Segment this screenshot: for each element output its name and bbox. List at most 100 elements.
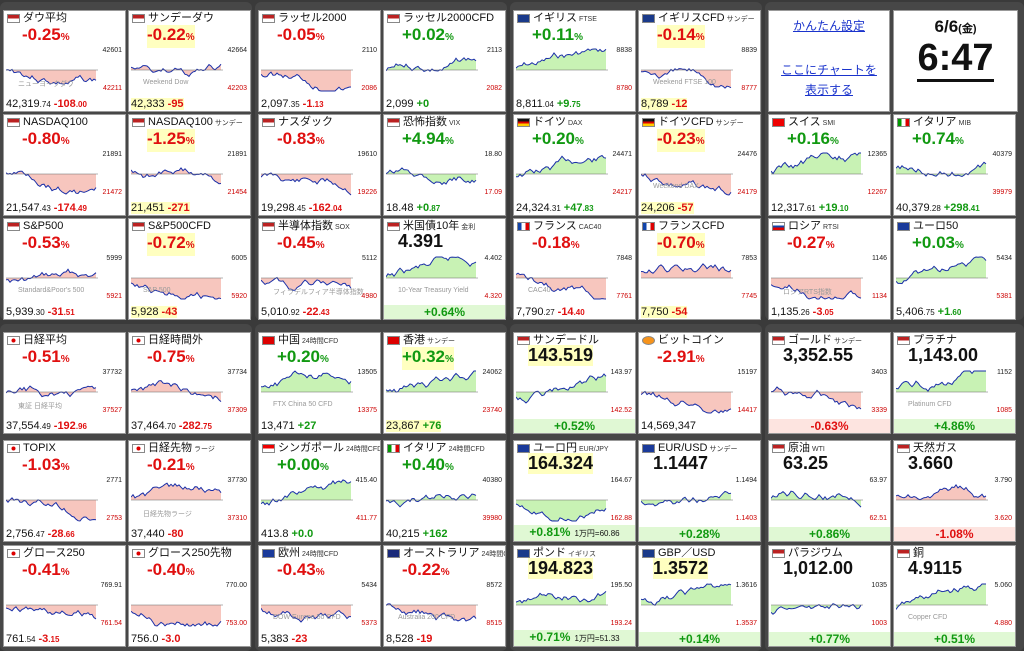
- price-diff-value: -162: [308, 202, 331, 214]
- market-card[interactable]: 欧州 24時間CFD DOW Europe 50 CFD 5434 5373 -0.43%…: [258, 545, 381, 647]
- price-row: 42,319.74 -108.00: [6, 98, 87, 110]
- market-card[interactable]: イギリスCFD サンデー Weekend FTSE 100 8839 8777 -0.14…: [638, 10, 761, 112]
- market-card[interactable]: オーストラリア24時間CFD Australia 200 CFD 8572 8515 -…: [383, 545, 506, 647]
- price-diff: -3.0: [162, 633, 181, 645]
- market-card[interactable]: ユーロ円 EUR/JPY 164.67 162.88 164.324 +0.81% 1万円=…: [513, 440, 636, 542]
- price-diff: +0.87: [417, 202, 441, 214]
- change-value: -0.80: [22, 129, 61, 148]
- market-card[interactable]: NASDAQ100 サンデー 21891 21454 -1.25% 21,451 -271: [128, 114, 251, 216]
- market-card[interactable]: ナスダック 19610 19226 -0.83% 19,298.45 -162.04: [258, 114, 381, 216]
- market-card[interactable]: ゴールド サンデー 3403 3339 3,352.55 -0.63%: [768, 332, 891, 434]
- card-title: 日経先物 ラージ: [148, 441, 215, 457]
- low-label: 39980: [482, 515, 502, 522]
- chart-line: [896, 583, 986, 610]
- change-value: +0.11: [532, 25, 575, 44]
- market-card[interactable]: フランスCFD 7853 7745 -0.70% 7,750 -54: [638, 218, 761, 320]
- market-card[interactable]: プラチナ Platinum CFD 1152 1085 1,143.00 +4.86%: [893, 332, 1016, 434]
- market-card[interactable]: フランス CAC40 CAC40 7848 7761 -0.18% 7,790.27 -14.…: [513, 218, 636, 320]
- market-card[interactable]: グロース250先物 770.00 753.00 -0.40% 756.0 -3.0: [128, 545, 251, 647]
- market-card[interactable]: スイス SMI 12365 12267 +0.16% 12,317.61 +19.10: [768, 114, 891, 216]
- chart-watermark: DOW Europe 50 CFD: [273, 614, 341, 621]
- market-card[interactable]: 天然ガス 3.790 3.620 3.660 -1.08%: [893, 440, 1016, 542]
- card-subtitle: SMI: [822, 120, 836, 127]
- market-card[interactable]: 半導体指数 SOX フィラデルフィア半導体指数 5112 4980 -0.45% 5,010…: [258, 218, 381, 320]
- market-card[interactable]: サンデードル 143.97 142.52 143.519 +0.52%: [513, 332, 636, 434]
- market-card[interactable]: 日経平均 東証 日経平均 37732 37527 -0.51% 37,554.49 -192…: [3, 332, 126, 434]
- market-card[interactable]: NASDAQ100 21891 21472 -0.80% 21,547.43 -174.4…: [3, 114, 126, 216]
- card-title: 欧州 24時間CFD: [278, 546, 338, 562]
- percent-unit: %: [825, 240, 835, 251]
- chart-area: [131, 605, 221, 626]
- card-title: パラジウム: [788, 546, 843, 560]
- market-card[interactable]: ビットコイン 15197 14417 -2.91% 14,569,347: [638, 332, 761, 434]
- high-label: 8838: [616, 47, 632, 54]
- low-label: 42203: [227, 85, 247, 92]
- price-diff-value: -14: [557, 306, 574, 318]
- market-card[interactable]: S&P500 Standard&Poor's 500 5999 5921 -0.53% 5…: [3, 218, 126, 320]
- price-diff: -282.75: [179, 420, 212, 432]
- low-label: 19226: [357, 189, 377, 196]
- market-card[interactable]: 香港 サンデー 24062 23740 +0.32% 23,867 +76: [383, 332, 506, 434]
- price-decimals: .31: [549, 204, 561, 213]
- market-card[interactable]: TOPIX 2771 2753 -1.03% 2,756.47 -28.66: [3, 440, 126, 542]
- chart-area: [641, 68, 731, 89]
- mini-chart: [896, 256, 988, 285]
- price-value: 4.9115: [908, 558, 962, 579]
- market-card[interactable]: ラッセル2000 2110 2086 -0.05% 2,097.35 -1.13: [258, 10, 381, 112]
- change-percent: +0.64%: [384, 305, 505, 319]
- card-title: イタリア MIB: [913, 115, 971, 131]
- chart-line: [6, 268, 97, 283]
- chart-watermark: FTX China 50 CFD: [273, 401, 333, 408]
- market-card[interactable]: GBP／USD 1.3616 1.3537 1.3572 +0.14%: [638, 545, 761, 647]
- price-value: 14,569,347: [641, 420, 697, 432]
- market-card[interactable]: パラジウム 1035 1003 1,012.00 +0.77%: [768, 545, 891, 647]
- market-card[interactable]: S&P500CFD S&P 500 6005 5920 -0.72% 5,928 -43: [128, 218, 251, 320]
- flag-icon: [7, 444, 20, 453]
- market-card[interactable]: 日経先物 ラージ 日経先物ラージ 37730 37310 -0.21% 37,440 -80: [128, 440, 251, 542]
- market-card[interactable]: 恐怖指数 VIX 18.80 17.09 +4.94% 18.48 +0.87: [383, 114, 506, 216]
- card-subtitle: サンデー: [834, 338, 862, 345]
- market-card[interactable]: 中国 24時間CFD FTX China 50 CFD 13505 13375 +0.20…: [258, 332, 381, 434]
- market-card[interactable]: ユーロ50 5434 5381 +0.03% 5,406.75 +1.60: [893, 218, 1016, 320]
- card-title: オーストラリア24時間CFD: [403, 546, 505, 562]
- price-value: 5,406: [896, 306, 924, 318]
- price-diff-value: -174: [53, 202, 76, 214]
- high-label: 770.00: [225, 582, 247, 589]
- change-value: -0.22: [402, 560, 441, 579]
- market-card[interactable]: ダウ平均 ニューヨークダウ 42601 42211 -0.25% 42,319.74 -10…: [3, 10, 126, 112]
- mini-chart: [516, 272, 608, 300]
- market-card[interactable]: 日経時間外 37734 37309 -0.75% 37,464.70 -282.75: [128, 332, 251, 434]
- market-card[interactable]: 原油 WTI 63.97 62.51 63.25 +0.86%: [768, 440, 891, 542]
- market-card[interactable]: イタリア MIB 40379 39979 +0.74% 40,379.28 +298.41: [893, 114, 1016, 216]
- chart-line: [131, 482, 222, 499]
- market-card[interactable]: EUR/USD サンデー 1.1494 1.1403 1.1447 +0.28%: [638, 440, 761, 542]
- change-percent: +0.81% 1万円=60.86: [514, 525, 635, 541]
- market-card[interactable]: グロース250 769.91 761.54 -0.41% 761.54 -3.15: [3, 545, 126, 647]
- mini-chart: [516, 154, 608, 178]
- market-card[interactable]: イタリア 24時間CFD 40380 39980 +0.40% 40,215 +162: [383, 440, 506, 542]
- market-card[interactable]: ラッセル2000CFD 2113 2082 +0.02% 2,099 +0: [383, 10, 506, 112]
- market-card[interactable]: ドイツ DAX 24471 24217 +0.20% 24,324.31 +47.83: [513, 114, 636, 216]
- price-value: 1,143.00: [908, 345, 978, 366]
- percent-unit: %: [185, 136, 195, 147]
- card-title-text: ビットコイン: [658, 334, 724, 346]
- change-value: -1.25: [147, 129, 186, 148]
- mini-chart: [6, 604, 98, 620]
- low-label: 1.3537: [735, 620, 757, 627]
- chart-line: [516, 591, 607, 604]
- low-label: 5921: [106, 293, 122, 300]
- market-card[interactable]: ドイツCFD サンデー Weekend DAX 24476 24179 -0.23% 24,…: [638, 114, 761, 216]
- chart-display-link[interactable]: ここにチャートを 表示する: [769, 60, 889, 100]
- market-card[interactable]: 銅 Copper CFD 5.060 4.880 4.9115 +0.51%: [893, 545, 1016, 647]
- market-card[interactable]: ロシア RTSI ロシアRTS指数 1146 1134 -0.27% 1,135.26 -3.…: [768, 218, 891, 320]
- flag-icon: [642, 14, 655, 23]
- market-card[interactable]: 米国債10年 金利 10-Year Treasury Yield 4.402 4.320…: [383, 218, 506, 320]
- easy-settings-link[interactable]: かんたん設定: [792, 19, 865, 33]
- card-title: ナスダック: [278, 115, 333, 129]
- market-card[interactable]: シンガポール 24時間CFD 415.40 411.77 +0.00% 413.8 +0.0: [258, 440, 381, 542]
- market-card[interactable]: サンデーダウ Weekend Dow 42664 42203 -0.22% 42,333-…: [128, 10, 251, 112]
- price-value: 24,206: [641, 202, 675, 214]
- market-card[interactable]: ポンド イギリス 195.50 193.24 194.823 +0.71% 1万円=51.3…: [513, 545, 636, 647]
- flag-icon: [897, 549, 910, 558]
- market-card[interactable]: イギリス FTSE 8838 8780 +0.11% 8,811.04 +9.75: [513, 10, 636, 112]
